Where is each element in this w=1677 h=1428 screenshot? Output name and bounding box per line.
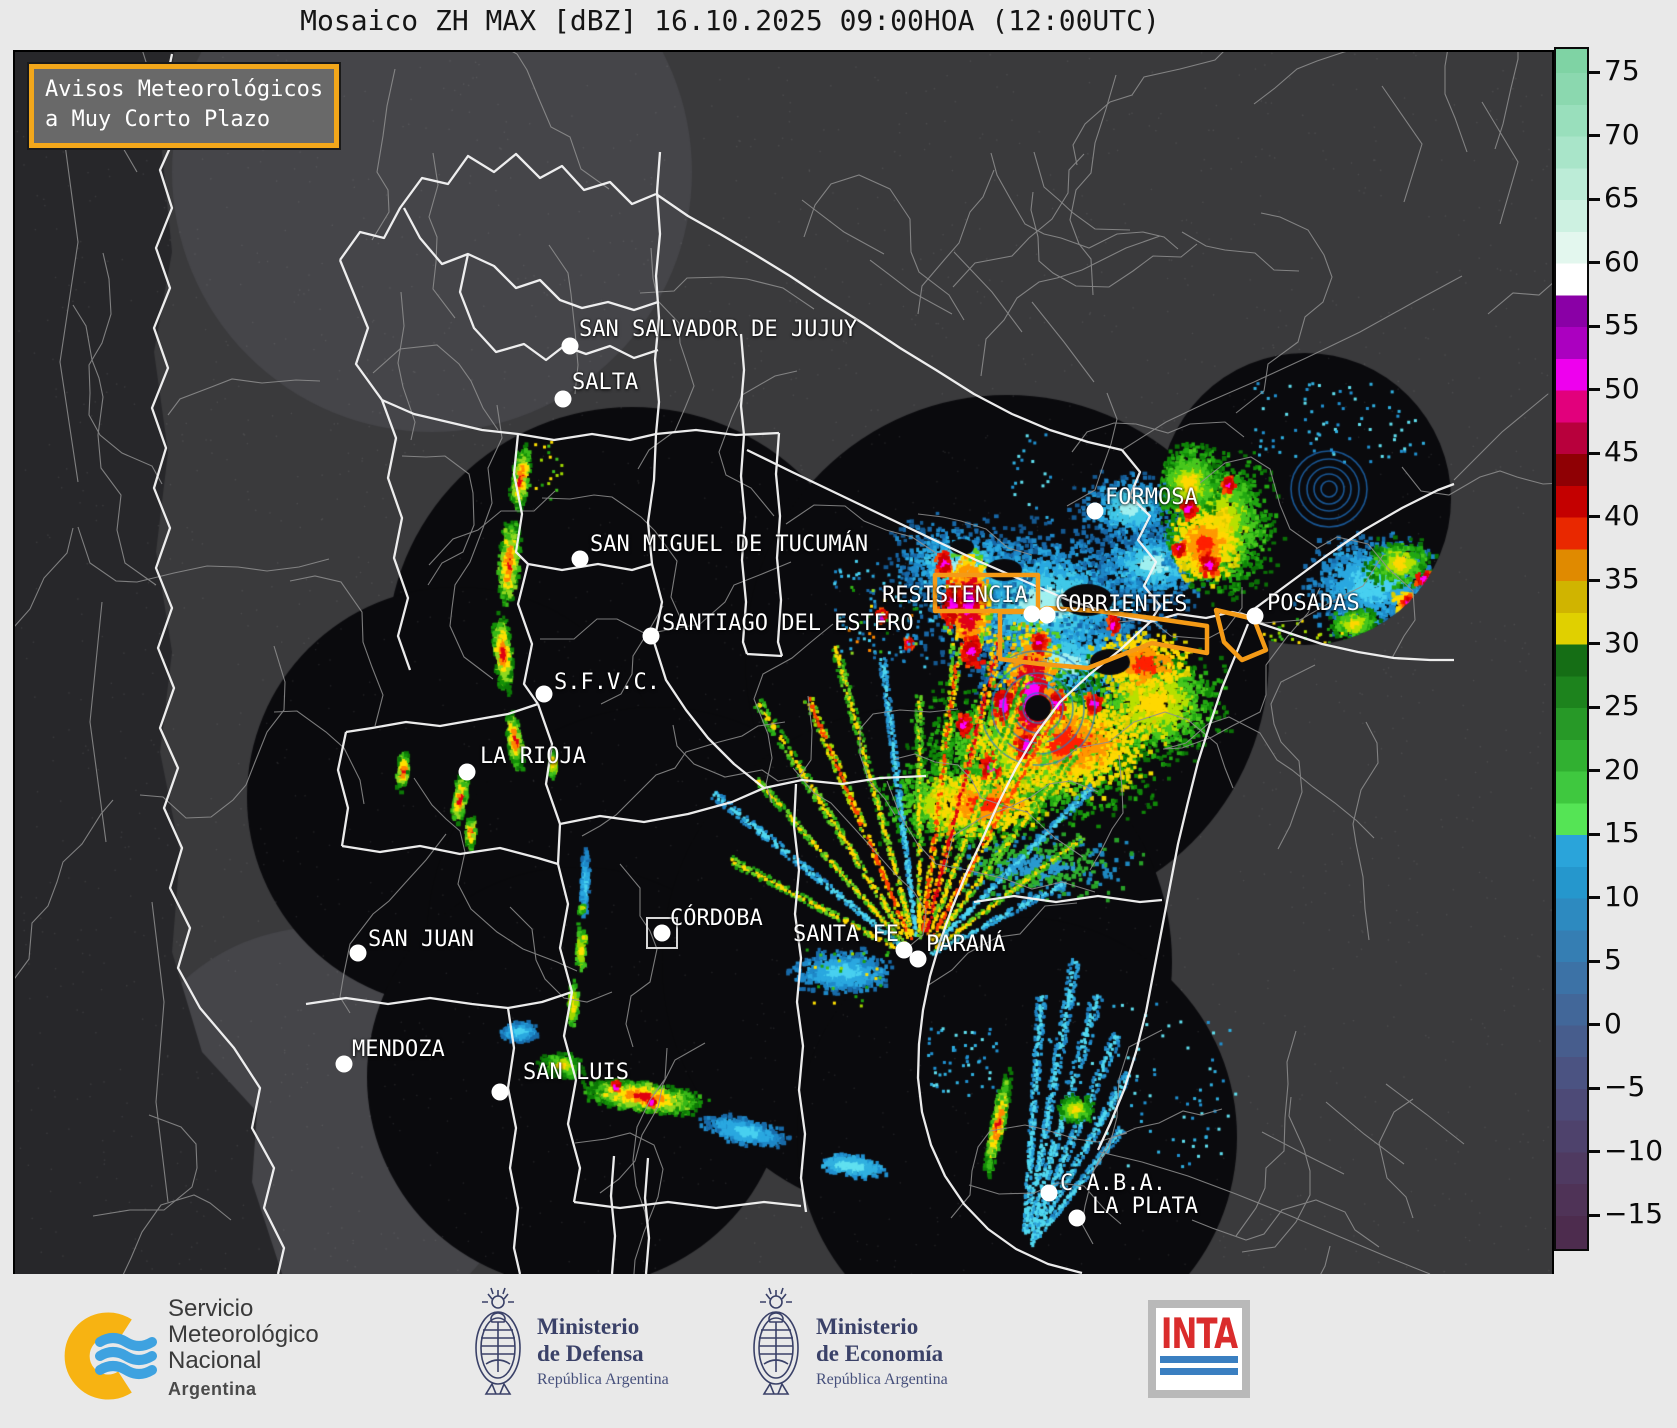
defensa-line-1: Ministerio bbox=[537, 1314, 640, 1339]
colorbar-tick-label: 50 bbox=[1604, 371, 1640, 405]
city-dot bbox=[535, 685, 553, 703]
city-dot bbox=[491, 1083, 509, 1101]
colorbar-tick-label: 65 bbox=[1604, 181, 1640, 215]
ministerio-economia-text: Ministerio de Economía República Argenti… bbox=[816, 1313, 948, 1389]
colorbar-tick bbox=[1589, 388, 1600, 392]
colorbar-tick bbox=[1589, 896, 1600, 900]
city-dot bbox=[349, 944, 367, 962]
city-dot bbox=[653, 924, 671, 942]
colorbar-tick bbox=[1589, 451, 1600, 455]
footer-logos-bar bbox=[0, 1274, 1677, 1428]
department-boundary-lines bbox=[15, 52, 1552, 1274]
colorbar-tick-label: 60 bbox=[1604, 244, 1640, 278]
colorbar-tick-label: 55 bbox=[1604, 308, 1640, 342]
radar-map: SAN SALVADOR DE JUJUY SALTA FORMOSA SAN MIG… bbox=[13, 50, 1554, 1276]
city-dot bbox=[1086, 502, 1104, 520]
inta-label: INTA bbox=[1160, 1310, 1238, 1359]
city-dot bbox=[554, 390, 572, 408]
colorbar-tick bbox=[1589, 515, 1600, 519]
city-dot bbox=[1246, 607, 1264, 625]
inta-bar-2 bbox=[1160, 1368, 1238, 1375]
city-dot bbox=[1023, 605, 1041, 623]
colorbar-tick bbox=[1589, 832, 1600, 836]
colorbar-tick bbox=[1589, 578, 1600, 582]
colorbar-tick-label: 75 bbox=[1604, 54, 1640, 88]
economia-line-1: Ministerio bbox=[816, 1314, 919, 1339]
city-dot bbox=[571, 550, 589, 568]
colorbar-tick bbox=[1589, 70, 1600, 74]
defensa-sub: República Argentina bbox=[537, 1371, 669, 1388]
colorbar-tick-label: 20 bbox=[1604, 752, 1640, 786]
city-dot bbox=[909, 950, 927, 968]
economia-coat-of-arms-icon bbox=[753, 1287, 799, 1395]
economia-sub: República Argentina bbox=[816, 1371, 948, 1388]
colorbar-tick-label: −10 bbox=[1604, 1133, 1664, 1167]
colorbar-tick-label: 15 bbox=[1604, 816, 1640, 850]
city-dot bbox=[1040, 1184, 1058, 1202]
ministerio-defensa-text: Ministerio de Defensa República Argentin… bbox=[537, 1313, 669, 1389]
colorbar-tick bbox=[1589, 705, 1600, 709]
colorbar-tick bbox=[1589, 959, 1600, 963]
smn-country: Argentina bbox=[168, 1379, 257, 1399]
city-dot bbox=[561, 337, 579, 355]
radar-site-square bbox=[646, 917, 678, 949]
colorbar-tick bbox=[1589, 261, 1600, 265]
province-boundary-lines bbox=[150, 53, 1455, 1274]
colorbar-tick bbox=[1589, 197, 1600, 201]
economia-line-2: de Economía bbox=[816, 1341, 944, 1366]
colorbar-tick bbox=[1589, 324, 1600, 328]
warning-line-2: a Muy Corto Plazo bbox=[45, 107, 271, 132]
city-dot bbox=[642, 627, 660, 645]
smn-line-2: Meteorológico bbox=[168, 1321, 319, 1348]
colorbar-tick-label: 30 bbox=[1604, 625, 1640, 659]
colorbar-tick-label: −15 bbox=[1604, 1197, 1664, 1231]
city-markers bbox=[335, 337, 1264, 1227]
page-title: Mosaico ZH MAX [dBZ] 16.10.2025 09:00HOA… bbox=[300, 4, 1160, 37]
warning-area-polygons bbox=[932, 572, 1269, 671]
colorbar-tick-label: 45 bbox=[1604, 435, 1640, 469]
colorbar-tick-label: −5 bbox=[1604, 1070, 1646, 1104]
colorbar-tick bbox=[1589, 1213, 1600, 1217]
colorbar-tick bbox=[1589, 134, 1600, 138]
colorbar-tick-label: 10 bbox=[1604, 879, 1640, 913]
colorbar bbox=[1554, 47, 1589, 1251]
colorbar-tick bbox=[1589, 1086, 1600, 1090]
colorbar-tick-label: 25 bbox=[1604, 689, 1640, 723]
smn-logo-icon bbox=[64, 1312, 157, 1400]
city-dot bbox=[895, 941, 913, 959]
map-borders-overlay bbox=[15, 52, 1552, 1274]
warning-line-1: Avisos Meteorológicos bbox=[45, 77, 324, 102]
inta-logo-inner: INTA bbox=[1156, 1308, 1242, 1390]
colorbar-tick-label: 35 bbox=[1604, 562, 1640, 596]
defensa-line-2: de Defensa bbox=[537, 1341, 644, 1366]
colorbar-tick-label: 70 bbox=[1604, 117, 1640, 151]
smn-logo-text: Servicio Meteorológico Nacional Argentin… bbox=[168, 1296, 319, 1402]
colorbar-tick-label: 0 bbox=[1604, 1006, 1622, 1040]
city-dot bbox=[335, 1055, 353, 1073]
warning-legend-box: Avisos Meteorológicos a Muy Corto Plazo bbox=[29, 64, 340, 148]
smn-line-3: Nacional bbox=[168, 1347, 262, 1374]
colorbar-tick-label: 5 bbox=[1604, 943, 1622, 977]
colorbar-tick-label: 40 bbox=[1604, 498, 1640, 532]
city-dot bbox=[1068, 1209, 1086, 1227]
city-dot bbox=[1038, 606, 1056, 624]
smn-line-1: Servicio bbox=[168, 1295, 254, 1322]
inta-bar-1 bbox=[1160, 1356, 1238, 1363]
inta-logo: INTA bbox=[1148, 1300, 1250, 1398]
colorbar-tick bbox=[1589, 642, 1600, 646]
colorbar-tick bbox=[1589, 769, 1600, 773]
defensa-coat-of-arms-icon bbox=[475, 1287, 521, 1395]
colorbar-tick bbox=[1589, 1023, 1600, 1027]
colorbar-tick bbox=[1589, 1150, 1600, 1154]
city-dot bbox=[458, 763, 476, 781]
